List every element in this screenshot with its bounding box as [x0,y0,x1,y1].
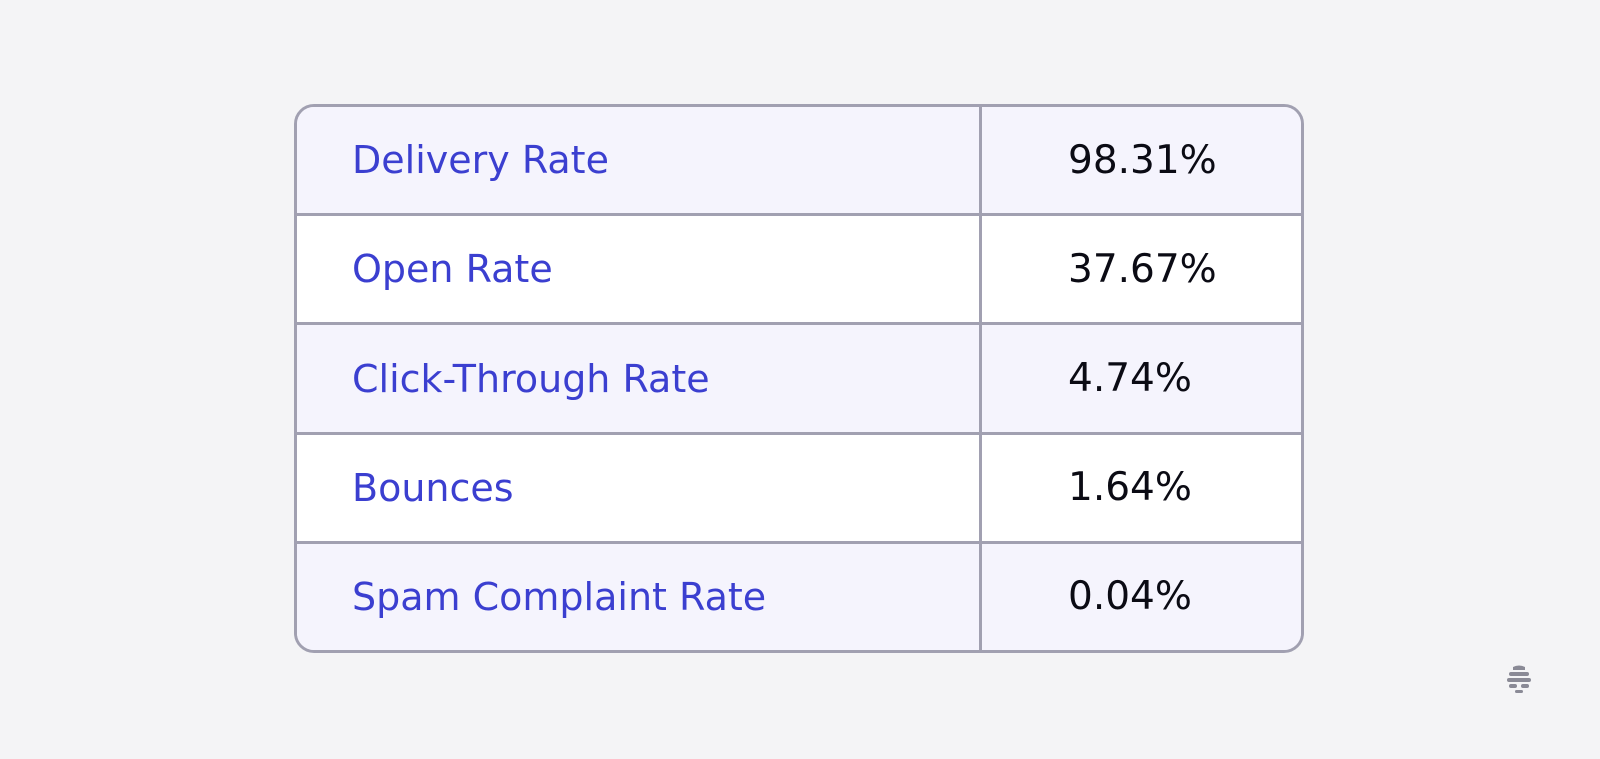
metric-value-open-rate: 37.67% [1068,246,1217,292]
metric-label-bounces: Bounces [297,434,982,541]
table-row: Delivery Rate 98.31% [297,107,1301,217]
beehive-logo-icon [1507,665,1531,693]
table-row: Click-Through Rate 4.74% [297,325,1301,435]
metric-value-click-through-rate: 4.74% [1068,356,1192,401]
metrics-table: Delivery Rate 98.31% Open Rate 37.67% Cl… [294,104,1304,653]
metric-label-click-through-rate: Click-Through Rate [297,325,982,432]
metric-label-open-rate: Open Rate [297,216,982,323]
metric-label-spam-complaint-rate: Spam Complaint Rate [297,543,982,650]
metric-value-bounces: 1.64% [1068,465,1192,511]
metric-value-spam-complaint-rate: 0.04% [1068,574,1192,620]
metric-value-delivery-rate: 98.31% [1068,137,1217,183]
table-row: Spam Complaint Rate 0.04% [297,543,1301,650]
table-row: Bounces 1.64% [297,434,1301,544]
table-row: Open Rate 37.67% [297,216,1301,326]
metric-label-delivery-rate: Delivery Rate [297,107,982,214]
